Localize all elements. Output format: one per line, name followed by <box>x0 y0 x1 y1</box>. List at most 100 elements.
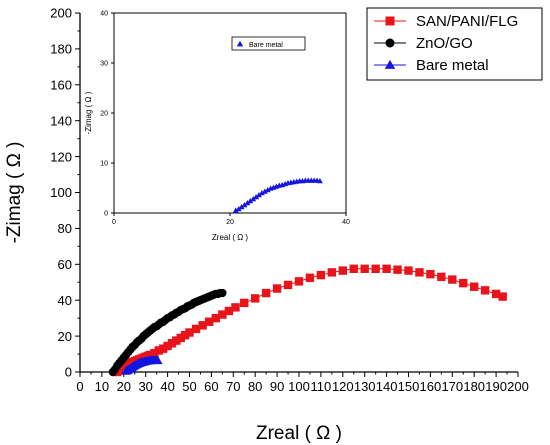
y-tick-label: 30 <box>100 61 108 68</box>
main-legend: SAN/PANI/FLG ZnO/GO Bare metal <box>366 7 543 81</box>
legend-box <box>366 7 543 81</box>
data-point <box>185 328 194 337</box>
x-tick-label: 160 <box>420 379 442 394</box>
y-axis-title: -Zimag ( Ω ) <box>84 91 93 134</box>
x-tick-label: 180 <box>463 379 485 394</box>
data-point <box>159 344 168 353</box>
data-point <box>305 273 315 282</box>
data-point <box>180 331 190 340</box>
x-axis-title: Zreal ( Ω ) <box>256 423 342 444</box>
data-point <box>470 282 479 291</box>
main-plot-area: 0 10 20 30 40 50 60 70 80 90 100 110 120 130 140 150 160… <box>4 6 529 444</box>
y-tick-label: 200 <box>50 6 72 21</box>
y-tick-label: 120 <box>50 149 72 164</box>
y-tick-label: 160 <box>50 77 72 92</box>
data-point <box>316 178 323 184</box>
x-tick-label: 90 <box>270 379 284 394</box>
data-point <box>256 192 262 198</box>
data-point <box>163 341 172 351</box>
y-tick-label: 40 <box>100 11 108 18</box>
series-line <box>116 268 503 373</box>
x-tick-label: 170 <box>441 379 463 394</box>
y-axis-title: -Zimag ( Ω ) <box>4 142 25 244</box>
y-tick-label: 140 <box>50 113 72 128</box>
data-point <box>491 289 501 299</box>
y-tick-label: 20 <box>58 329 72 344</box>
x-tick-label: 60 <box>204 379 218 394</box>
data-point <box>244 200 251 206</box>
data-point <box>264 187 271 193</box>
y-tick-label: 180 <box>50 42 72 57</box>
y-tick-label: 10 <box>100 161 108 168</box>
data-point <box>498 292 507 301</box>
data-point <box>459 278 468 288</box>
x-tick-label: 110 <box>311 379 332 394</box>
data-point <box>176 333 185 343</box>
data-point <box>224 306 234 316</box>
data-point <box>172 336 181 345</box>
data-point <box>150 348 159 358</box>
data-point <box>218 310 227 319</box>
legend-marker <box>384 59 396 69</box>
data-point <box>426 269 435 279</box>
x-tick-label: 0 <box>112 219 116 226</box>
y-tick-label: 20 <box>100 111 108 118</box>
inset-background <box>84 10 366 252</box>
data-point <box>251 294 260 303</box>
x-tick-label: 120 <box>332 379 354 394</box>
legend-label: Bare metal <box>249 42 283 49</box>
data-point <box>393 265 402 274</box>
x-tick-label: 40 <box>160 379 174 394</box>
x-tick-label: 20 <box>117 379 131 394</box>
x-tick-label: 130 <box>354 379 376 394</box>
x-tick-label: 50 <box>182 379 196 394</box>
data-point <box>294 277 304 286</box>
data-point <box>240 298 249 308</box>
data-point <box>238 204 245 210</box>
legend-marker <box>385 16 395 26</box>
y-tick-label: 0 <box>65 365 72 380</box>
legend-marker <box>236 40 244 47</box>
data-point <box>218 288 227 298</box>
y-tick-label: 60 <box>58 257 72 272</box>
x-tick-label: 140 <box>376 379 398 394</box>
data-point <box>145 350 155 360</box>
data-point <box>167 339 177 348</box>
data-point <box>241 202 248 208</box>
data-point <box>232 207 239 213</box>
data-point <box>316 270 326 280</box>
y-tick-label: 100 <box>50 185 72 200</box>
data-point <box>205 317 214 326</box>
data-point <box>258 190 265 196</box>
legend-label: ZnO/GO <box>416 35 473 52</box>
x-tick-label: 30 <box>138 379 152 394</box>
data-point <box>211 313 220 323</box>
data-point <box>415 268 424 277</box>
data-point <box>480 286 490 295</box>
x-tick-label: 10 <box>95 379 109 394</box>
data-point <box>404 266 413 275</box>
data-point <box>327 268 337 277</box>
inset-plot-area: 0 20 40 0 10 20 30 40 Zreal ( Ω ) -Zimag ( Ω ) Bar… <box>84 10 366 252</box>
inset-legend-box <box>231 36 306 51</box>
data-point <box>231 303 240 312</box>
data-point <box>272 284 282 293</box>
x-tick-label: 200 <box>507 379 529 394</box>
data-point <box>371 264 380 273</box>
x-tick-label: 70 <box>226 379 240 394</box>
data-point <box>261 288 271 298</box>
data-point <box>235 206 242 212</box>
x-tick-label: 150 <box>398 379 420 394</box>
data-point <box>448 275 457 284</box>
data-point <box>338 266 347 275</box>
x-tick-label: 80 <box>248 379 262 394</box>
data-point <box>261 188 268 194</box>
data-point <box>382 264 391 273</box>
data-point <box>253 194 260 200</box>
legend-marker <box>385 38 395 48</box>
x-tick-label: 0 <box>76 379 83 394</box>
data-point <box>247 198 254 204</box>
y-tick-label: 80 <box>58 221 72 236</box>
y-tick-label: 40 <box>58 293 72 308</box>
